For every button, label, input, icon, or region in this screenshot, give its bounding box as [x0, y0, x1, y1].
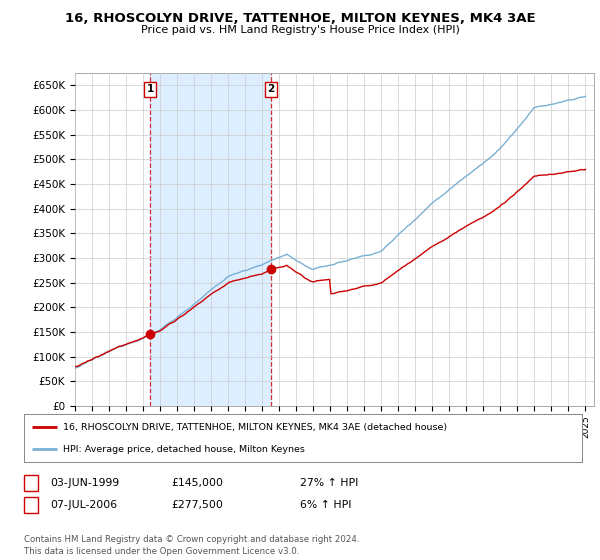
- Text: Price paid vs. HM Land Registry's House Price Index (HPI): Price paid vs. HM Land Registry's House …: [140, 25, 460, 35]
- Text: Contains HM Land Registry data © Crown copyright and database right 2024.: Contains HM Land Registry data © Crown c…: [24, 535, 359, 544]
- Bar: [150, 73, 271, 406]
- Text: 2: 2: [268, 85, 275, 95]
- Text: This data is licensed under the Open Government Licence v3.0.: This data is licensed under the Open Gov…: [24, 547, 299, 556]
- Text: 2: 2: [28, 500, 35, 510]
- Text: £145,000: £145,000: [171, 478, 223, 488]
- Text: 1: 1: [146, 85, 154, 95]
- Text: 6% ↑ HPI: 6% ↑ HPI: [300, 500, 352, 510]
- Text: 16, RHOSCOLYN DRIVE, TATTENHOE, MILTON KEYNES, MK4 3AE: 16, RHOSCOLYN DRIVE, TATTENHOE, MILTON K…: [65, 12, 535, 25]
- Text: 03-JUN-1999: 03-JUN-1999: [50, 478, 119, 488]
- Text: 27% ↑ HPI: 27% ↑ HPI: [300, 478, 358, 488]
- Text: HPI: Average price, detached house, Milton Keynes: HPI: Average price, detached house, Milt…: [63, 445, 305, 454]
- Text: 1: 1: [28, 478, 35, 488]
- Text: 07-JUL-2006: 07-JUL-2006: [50, 500, 117, 510]
- Text: 16, RHOSCOLYN DRIVE, TATTENHOE, MILTON KEYNES, MK4 3AE (detached house): 16, RHOSCOLYN DRIVE, TATTENHOE, MILTON K…: [63, 423, 447, 432]
- Text: £277,500: £277,500: [171, 500, 223, 510]
